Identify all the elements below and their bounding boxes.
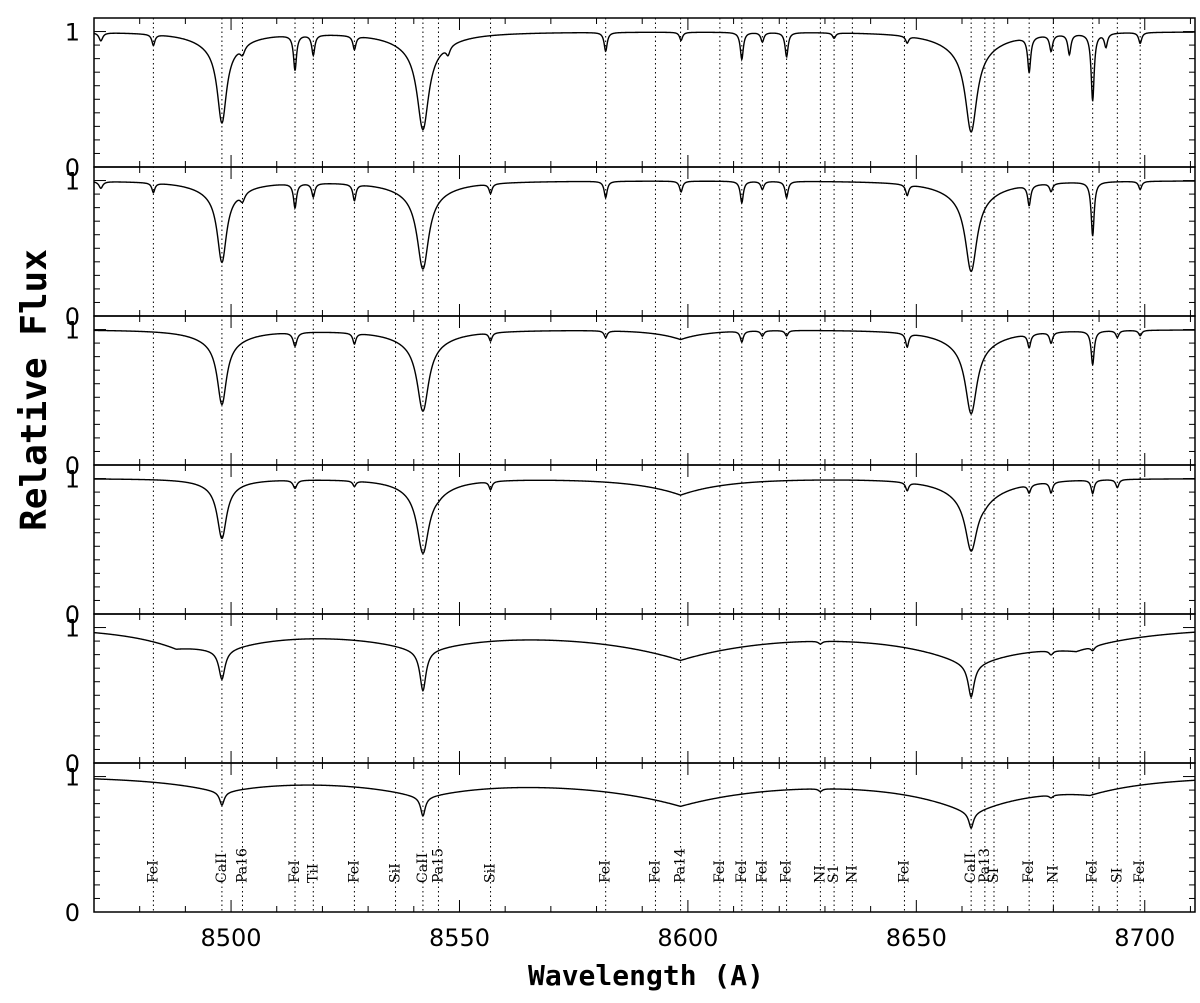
- line-marker-label: NI: [812, 865, 828, 883]
- line-marker-label: Pa14: [673, 848, 689, 883]
- spectrum-line: [93, 31, 1196, 133]
- line-marker-label: SiI: [483, 863, 499, 883]
- line-marker-label: FeI: [734, 860, 750, 883]
- line-marker-label: SI: [986, 868, 1002, 883]
- y-tick-label: 1: [65, 615, 80, 643]
- line-marker-label: FeI: [1132, 860, 1148, 883]
- line-marker-label: FeI: [754, 860, 770, 883]
- panel-frame: [93, 464, 1196, 615]
- spectrum-line: [94, 329, 1195, 415]
- panel-frame: [93, 613, 1196, 764]
- spectrum-line: [93, 778, 1196, 830]
- y-tick-label: 1: [65, 764, 80, 792]
- x-tick-label: 8700: [1114, 924, 1175, 952]
- line-marker-label: CaII: [214, 853, 230, 883]
- x-axis-title: Wavelength (A): [528, 959, 764, 992]
- line-marker-label: CaII: [963, 853, 979, 883]
- y-tick-label: 0: [65, 303, 80, 331]
- panel-frame: [93, 166, 1196, 317]
- x-tick-label: 8600: [657, 924, 718, 952]
- line-marker-label: S1: [826, 865, 842, 884]
- y-tick-label: 1: [65, 168, 80, 196]
- line-marker-label: NI: [1045, 865, 1061, 883]
- y-tick-label: 0: [65, 899, 80, 927]
- x-tick-label: 8550: [429, 924, 490, 952]
- x-tick-label: 8650: [886, 924, 947, 952]
- y-tick-label: 1: [65, 19, 80, 47]
- y-tick-label: 0: [65, 750, 80, 778]
- line-marker-label: FeI: [647, 860, 663, 883]
- line-marker-label: SiI: [388, 863, 404, 883]
- panel-frame: [93, 762, 1196, 913]
- spectrum-line: [94, 478, 1195, 555]
- line-marker-label: TiI: [305, 864, 321, 883]
- line-marker-label: FeI: [145, 860, 161, 883]
- axis-ticks: [93, 18, 1195, 913]
- line-marker-label: NI: [844, 865, 860, 883]
- line-marker-label: FeI: [598, 860, 614, 883]
- line-marker-label: Pa16: [234, 848, 250, 883]
- y-tick-label: 0: [65, 154, 80, 182]
- line-marker-label: FeI: [1085, 860, 1101, 883]
- y-tick-label: 1: [65, 317, 80, 345]
- line-marker-label: FeI: [1021, 860, 1037, 883]
- line-marker-label: FeI: [779, 860, 795, 883]
- panel-frame: [93, 315, 1196, 466]
- y-tick-label: 0: [65, 601, 80, 629]
- line-marker-label: FeI: [287, 860, 303, 883]
- line-marker-label: FeI: [712, 860, 728, 883]
- y-tick-label: 1: [65, 466, 80, 494]
- y-axis-title: Relative Flux: [14, 249, 55, 531]
- y-tick-label: 0: [65, 452, 80, 480]
- spectrum-line: [93, 631, 1196, 699]
- x-tick-label: 8500: [201, 924, 262, 952]
- line-marker-layer: FeI CaII Pa16 FeI TiI FeI SiI CaII Pa15 SiI FeI FeI…: [145, 18, 1148, 912]
- line-marker-label: SI: [1109, 868, 1125, 883]
- line-marker-label: FeI: [346, 860, 362, 883]
- spectrum-panels: [93, 17, 1196, 913]
- line-marker-label: CaII: [415, 853, 431, 883]
- spectrum-line: [93, 180, 1196, 273]
- line-marker-label: Pa15: [430, 848, 446, 883]
- line-marker-label: FeI: [896, 860, 912, 883]
- line-marker-label: Pa13: [977, 848, 993, 883]
